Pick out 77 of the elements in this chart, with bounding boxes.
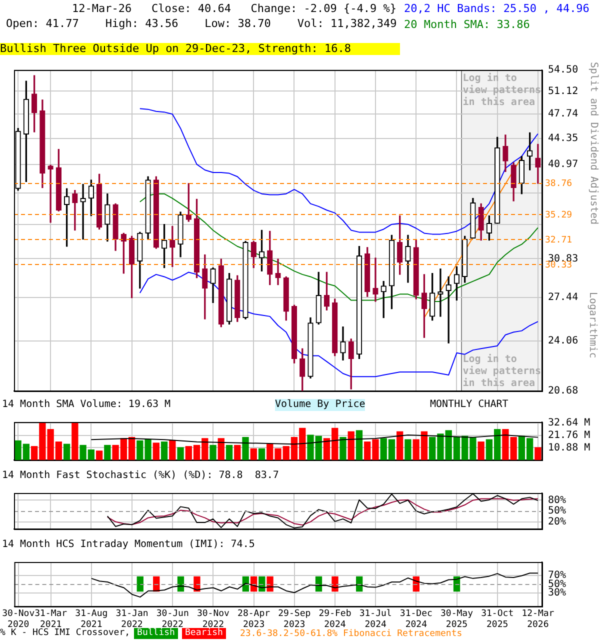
bar xyxy=(177,447,184,460)
bar xyxy=(63,444,70,460)
y-tick-label: 44.35 xyxy=(548,132,578,144)
bar xyxy=(160,442,168,460)
chart-title: 14 Month SMA Volume: 19.63 M xyxy=(2,399,171,411)
y-tick-label: 30% xyxy=(548,588,566,599)
ref-line-label: 30.33 xyxy=(545,260,572,270)
text: Bullish Three Outside Up on 29-Dec-23, Strength: 16.8 xyxy=(0,42,400,55)
y-tick-label: 20% xyxy=(548,516,566,528)
bar xyxy=(348,431,354,460)
annotation: Log in to view patterns in this area xyxy=(462,354,542,390)
y-tick-label: 40.97 xyxy=(548,159,578,170)
bar xyxy=(169,440,176,460)
y-tick-label: 27.44 xyxy=(548,292,578,303)
bar xyxy=(226,444,233,460)
chart-title: 14 Month HCS Intraday Momentum (IMI): 74.5 xyxy=(2,539,255,551)
bar xyxy=(96,450,103,460)
text: Logarithmic xyxy=(586,292,598,358)
x-tick-label: 31-Oct 2025 xyxy=(481,609,514,630)
x-tick-label: 31-Jan 2022 xyxy=(116,609,148,630)
candlestick xyxy=(372,258,378,302)
text: 23.6-38.2-50-61.8% Fibonacci Retracements xyxy=(240,628,462,640)
candlestick xyxy=(535,144,541,184)
candlestick xyxy=(275,258,281,286)
text: 20 Month SMA: 33.86 xyxy=(404,18,530,31)
ref-line-label: 35.29 xyxy=(545,210,572,220)
bar xyxy=(396,431,404,460)
y-tick-label: 24.06 xyxy=(548,335,578,346)
x-tick-label: 30-Nov 2020 xyxy=(2,609,35,630)
ref-line-label: 38.76 xyxy=(545,179,572,190)
chart-subtitle: Open: 41.77 High: 43.56 Low: 38.70 Vol: 11,382,349 xyxy=(6,17,397,30)
bar xyxy=(356,430,363,460)
candlestick xyxy=(72,190,78,231)
bar xyxy=(478,442,484,460)
y-tick-label: 32.64 M xyxy=(548,418,590,429)
y-tick-label: 20.68 xyxy=(548,386,578,397)
bar xyxy=(152,442,160,460)
legend-title: % K - HCS IMI Crossover, xyxy=(0,628,130,639)
bar xyxy=(242,436,249,460)
x-tick-label: 31-Dec 2024 xyxy=(400,609,432,630)
ref-line-label: 32.71 xyxy=(545,235,572,246)
chart-title: 12-Mar-26 Close: 40.64 Change: -2.09 {-4.9 %} xyxy=(72,2,397,15)
candlestick xyxy=(80,184,86,240)
bar xyxy=(250,448,257,460)
bar xyxy=(234,444,241,460)
bar xyxy=(404,439,412,460)
text: Bullish xyxy=(134,628,178,639)
x-tick-label: 30-May 2025 xyxy=(440,609,474,630)
candlestick xyxy=(438,268,444,317)
y-tick-label: 51.12 xyxy=(548,86,578,97)
x-tick-label: 29-Feb 2024 xyxy=(318,609,352,630)
y-tick-label: 47.74 xyxy=(548,108,578,120)
candlestick xyxy=(48,164,54,223)
bar xyxy=(340,436,346,460)
bar xyxy=(104,444,111,460)
text: MONTHLY CHART xyxy=(430,399,508,411)
y-tick-label: 70% xyxy=(548,570,566,581)
chart-title: 14 Month Fast Stochastic (%K) (%D): 78.8 83.7 xyxy=(2,470,279,482)
x-tick-label: 12-Mar 2026 xyxy=(522,609,555,630)
y-tick-label: 21.76 M xyxy=(548,430,590,441)
x-tick-label: 28-Apr 2023 xyxy=(238,609,271,630)
bar xyxy=(534,447,542,460)
y-axis-title: Split and Dividend Adjusted xyxy=(587,62,599,225)
y-tick-label: 80% xyxy=(548,494,566,506)
y-tick-label: 10.88 M xyxy=(548,442,590,454)
bar xyxy=(258,448,266,460)
y-tick-label: 54.50 xyxy=(548,64,578,76)
annotation: Log in to view patterns in this area xyxy=(462,73,542,109)
bar xyxy=(210,444,216,460)
text: 20,2 HC Bands: 25.50 , 44.96 xyxy=(404,2,590,15)
x-tick-label: 29-Sep 2023 xyxy=(278,609,311,630)
text: Bearish xyxy=(182,628,226,639)
bar xyxy=(72,422,78,460)
text: Volume By Price xyxy=(275,399,366,411)
x-tick-label: 31-Jul 2024 xyxy=(359,609,392,630)
y-tick-label: 50% xyxy=(548,506,566,517)
bar xyxy=(218,438,224,460)
